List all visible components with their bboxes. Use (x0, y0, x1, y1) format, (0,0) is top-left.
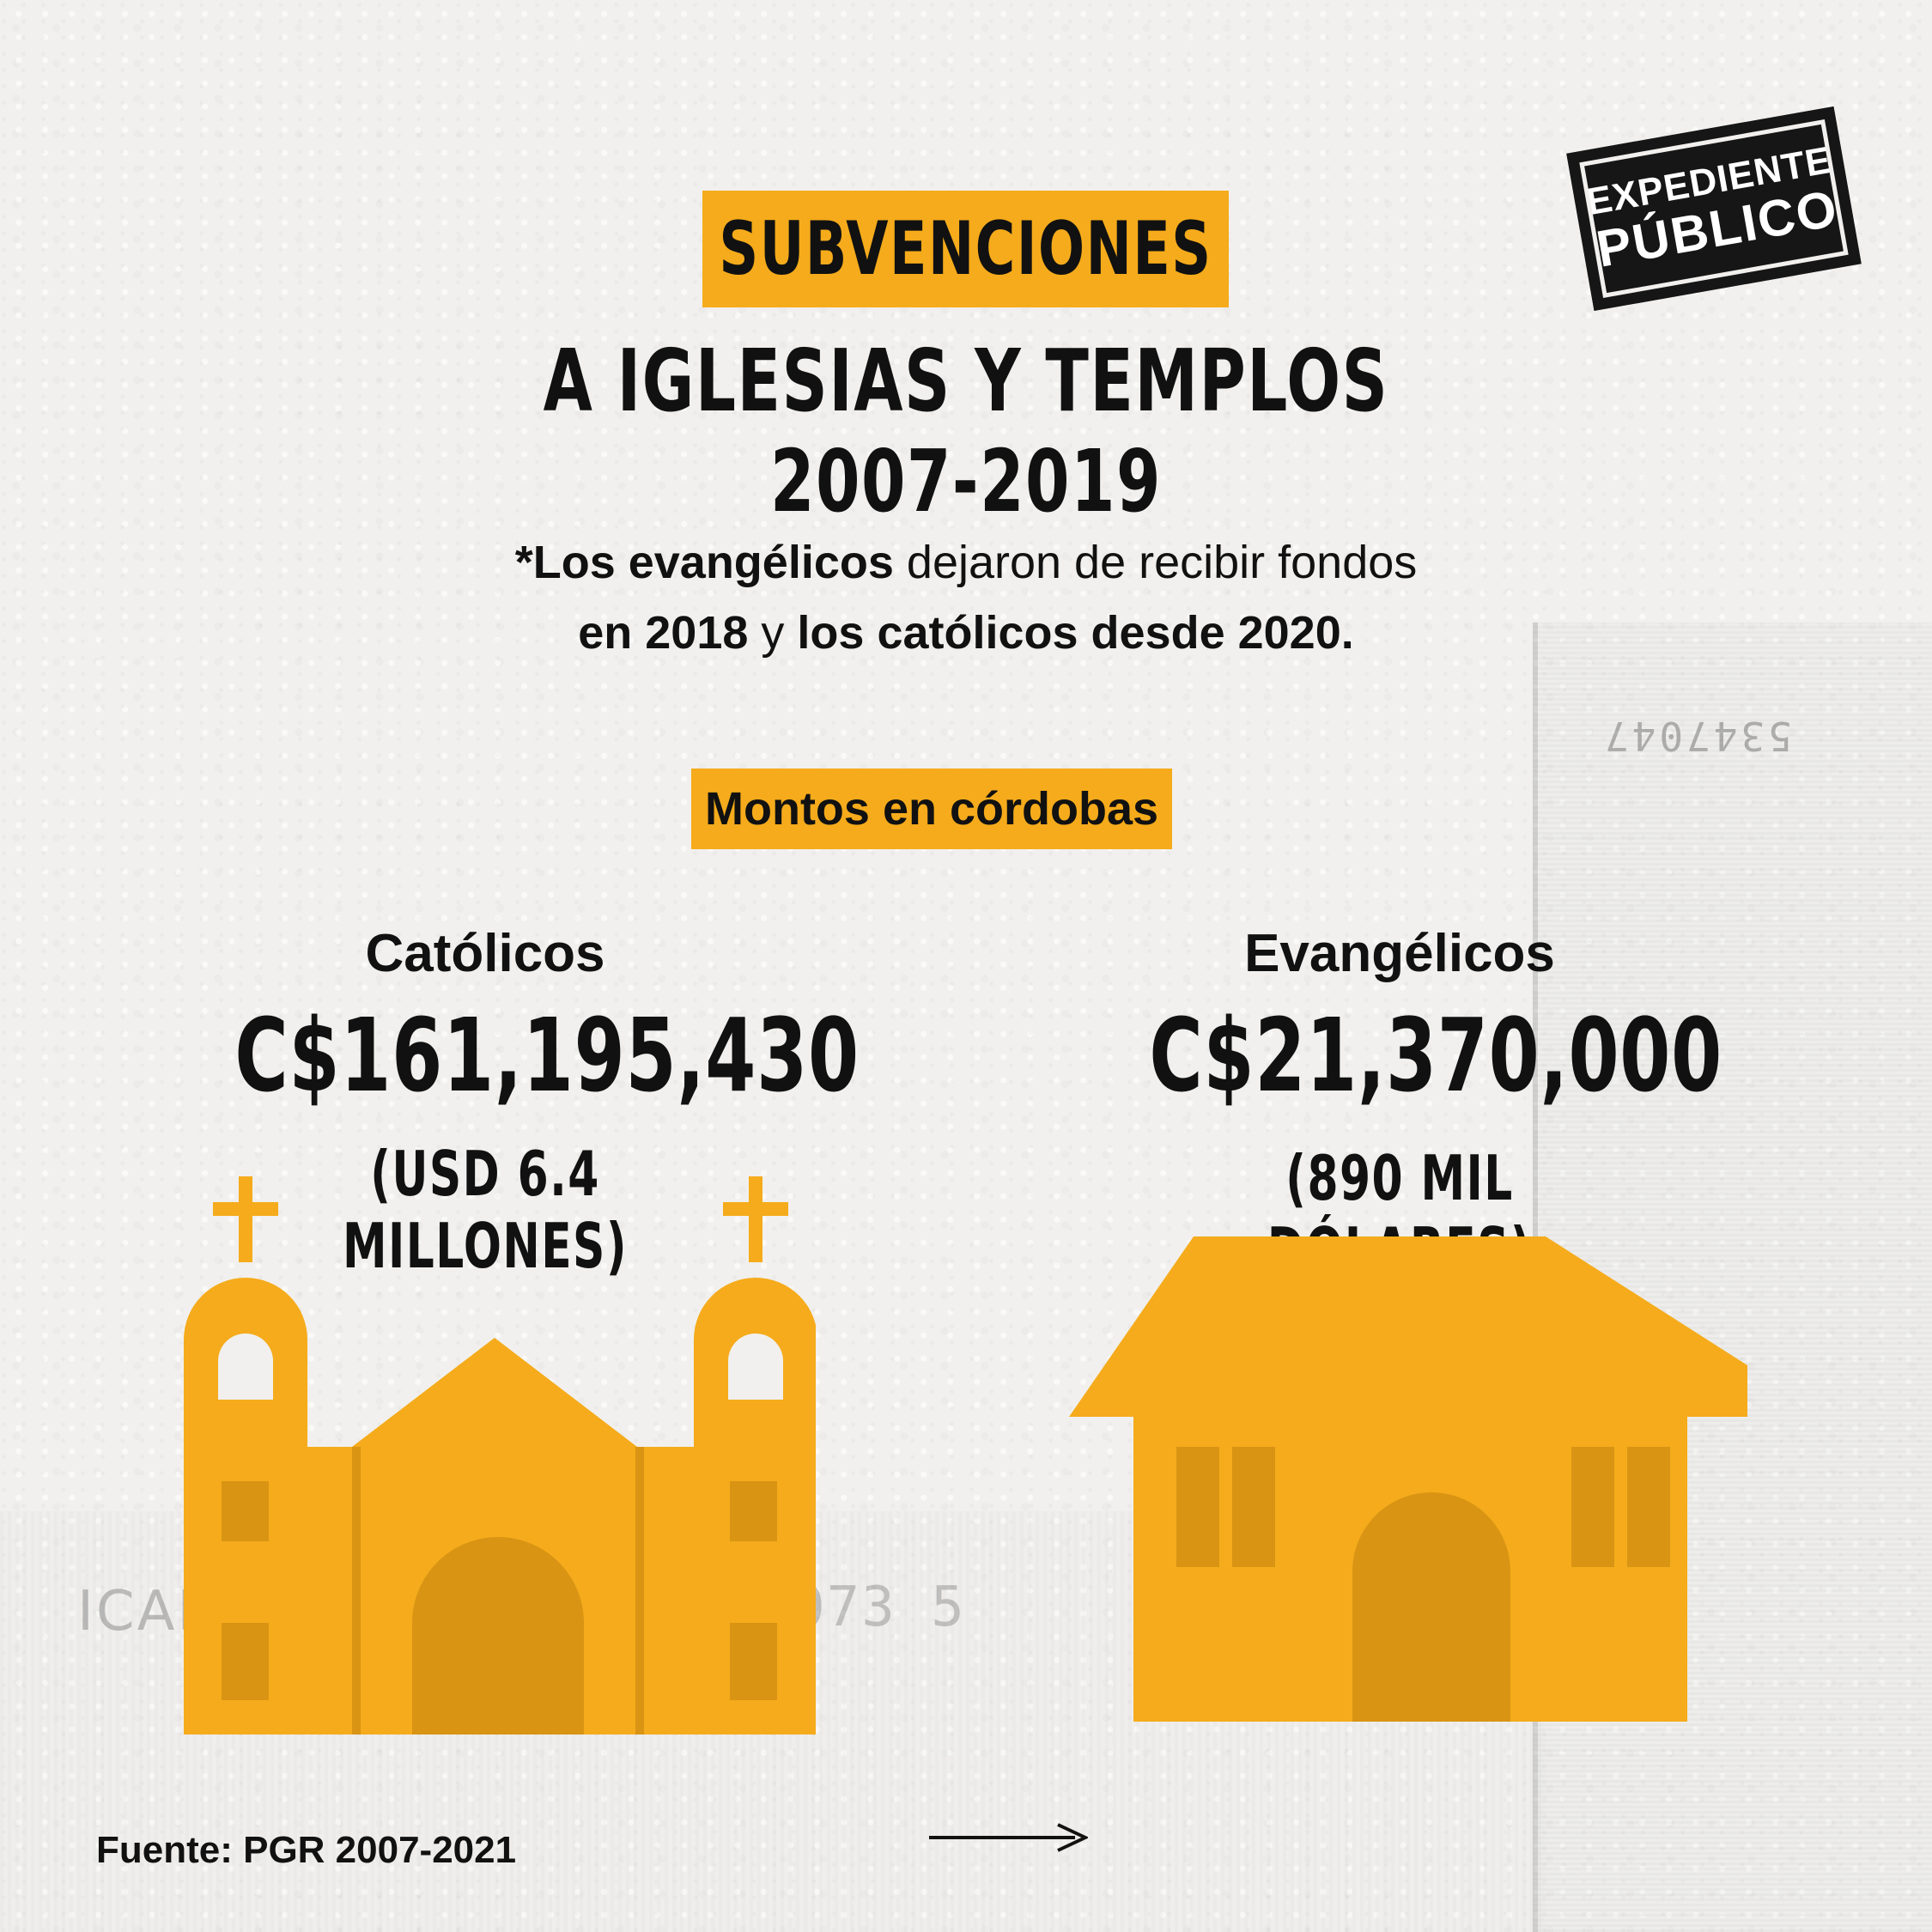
currency-label-badge: Montos en córdobas (691, 769, 1172, 849)
note-light-1: dejaron de recibir fondos (906, 537, 1418, 588)
note-bold-2b: los católicos desde 2020. (797, 607, 1354, 659)
note-bold-1: *Los evangélicos (514, 537, 894, 588)
note-line-1: *Los evangélicos dejaron de recibir fond… (0, 539, 1932, 586)
catholic-label: Católicos (365, 924, 605, 983)
banknote-serial-top: 5347047 (1601, 713, 1792, 759)
page-title: A IGLESIAS Y TEMPLOS 2007-2019 (543, 331, 1389, 532)
page-title-highlight: SUBVENCIONES (719, 206, 1212, 292)
title-highlight-bar (702, 191, 1229, 307)
note-light-2: y (761, 607, 785, 659)
catholic-amount: C$161,195,430 (234, 996, 860, 1115)
note-line-2: en 2018 y los católicos desde 2020. (0, 610, 1932, 656)
evangelical-label: Evangélicos (1244, 924, 1555, 983)
catholic-usd: (USD 6.4 MILLONES) (343, 1138, 628, 1282)
note-bold-2a: en 2018 (578, 607, 749, 659)
temple-house-icon (1069, 1236, 1747, 1722)
arrow-right-icon (929, 1823, 1088, 1852)
church-icon (184, 1176, 816, 1735)
evangelical-amount: C$21,370,000 (1149, 996, 1722, 1115)
source-note: Fuente: PGR 2007-2021 (96, 1829, 517, 1871)
